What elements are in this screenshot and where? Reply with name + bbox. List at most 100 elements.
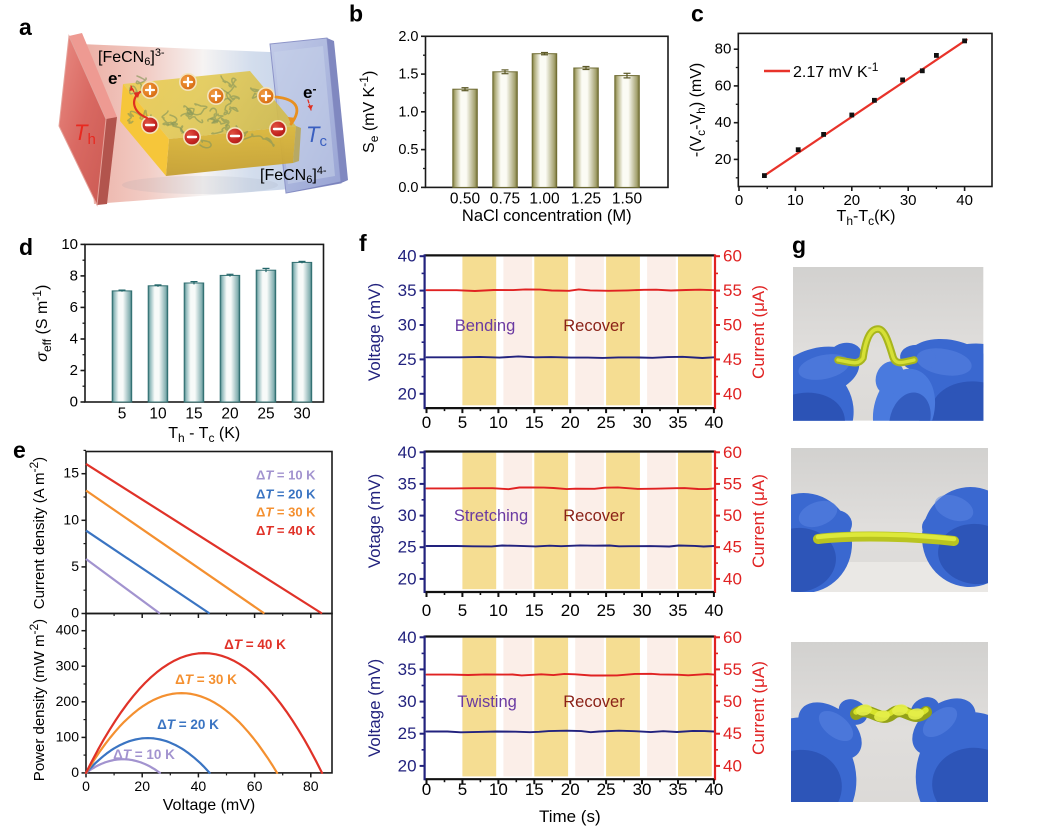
svg-text:50: 50 xyxy=(723,506,742,525)
svg-text:0: 0 xyxy=(735,192,743,209)
svg-text:2: 2 xyxy=(70,362,78,379)
svg-text:45: 45 xyxy=(723,724,742,743)
svg-text:10: 10 xyxy=(61,236,78,253)
svg-text:e: e xyxy=(13,437,26,463)
svg-text:45: 45 xyxy=(723,538,742,557)
svg-text:35: 35 xyxy=(398,474,417,493)
svg-text:25: 25 xyxy=(597,601,616,620)
svg-text:40: 40 xyxy=(723,756,742,775)
svg-text:40: 40 xyxy=(398,443,417,462)
svg-text:0: 0 xyxy=(422,601,431,620)
svg-text:15: 15 xyxy=(63,465,79,481)
svg-text:8: 8 xyxy=(70,267,78,284)
svg-text:40: 40 xyxy=(956,192,973,209)
svg-text:20: 20 xyxy=(398,569,417,588)
svg-text:Twisting: Twisting xyxy=(457,693,517,711)
svg-text:Votage (mV): Votage (mV) xyxy=(365,474,384,569)
svg-text:Recover: Recover xyxy=(563,317,625,335)
svg-text:c: c xyxy=(691,1,704,27)
svg-text:35: 35 xyxy=(398,660,417,679)
svg-text:40: 40 xyxy=(704,780,723,799)
svg-text:0: 0 xyxy=(422,413,431,432)
svg-text:300: 300 xyxy=(56,657,80,673)
svg-text:35: 35 xyxy=(669,413,688,432)
svg-text:Th - Tc (K): Th - Tc (K) xyxy=(168,425,240,445)
svg-text:ΔT = 10 K: ΔT = 10 K xyxy=(256,468,316,483)
svg-text:ΔT = 10 K: ΔT = 10 K xyxy=(113,747,175,762)
svg-text:15: 15 xyxy=(525,601,544,620)
svg-text:55: 55 xyxy=(723,474,742,493)
svg-text:2.17 mV K-1: 2.17 mV K-1 xyxy=(793,60,879,81)
svg-text:20: 20 xyxy=(134,778,150,794)
svg-text:d: d xyxy=(19,234,33,260)
svg-text:0.0: 0.0 xyxy=(398,180,418,196)
svg-text:1.50: 1.50 xyxy=(612,190,643,207)
svg-text:30: 30 xyxy=(398,692,417,711)
svg-text:30: 30 xyxy=(398,506,417,525)
svg-text:5: 5 xyxy=(118,406,127,423)
svg-text:0.75: 0.75 xyxy=(490,190,520,207)
svg-text:g: g xyxy=(792,232,806,258)
svg-text:15: 15 xyxy=(525,413,544,432)
svg-text:ΔT = 40 K: ΔT = 40 K xyxy=(224,637,286,652)
svg-text:1.5: 1.5 xyxy=(398,67,418,83)
svg-text:30: 30 xyxy=(633,780,652,799)
svg-text:40: 40 xyxy=(191,778,207,794)
svg-text:0: 0 xyxy=(71,605,79,621)
svg-text:40: 40 xyxy=(398,628,417,647)
svg-text:Current (μA): Current (μA) xyxy=(749,285,768,379)
svg-text:Recover: Recover xyxy=(563,693,625,711)
svg-text:0: 0 xyxy=(71,764,79,780)
svg-text:20: 20 xyxy=(843,192,860,209)
svg-text:35: 35 xyxy=(669,780,688,799)
svg-text:0.5: 0.5 xyxy=(398,142,418,158)
svg-text:10: 10 xyxy=(787,192,804,209)
svg-text:25: 25 xyxy=(398,350,417,369)
svg-text:55: 55 xyxy=(723,660,742,679)
svg-text:60: 60 xyxy=(723,443,742,462)
svg-text:0: 0 xyxy=(422,780,431,799)
svg-text:35: 35 xyxy=(398,281,417,300)
svg-text:20: 20 xyxy=(398,756,417,775)
svg-text:20: 20 xyxy=(561,780,580,799)
svg-text:35: 35 xyxy=(669,601,688,620)
svg-text:Power density (mW m-2): Power density (mW m-2) xyxy=(27,619,48,781)
svg-text:400: 400 xyxy=(56,622,80,638)
svg-text:ΔT = 30 K: ΔT = 30 K xyxy=(175,672,237,687)
svg-text:60: 60 xyxy=(723,628,742,647)
svg-text:60: 60 xyxy=(723,247,742,266)
svg-text:50: 50 xyxy=(723,692,742,711)
svg-text:50: 50 xyxy=(723,315,742,334)
svg-text:ΔT = 40 K: ΔT = 40 K xyxy=(256,523,316,538)
svg-text:10: 10 xyxy=(489,413,508,432)
svg-text:6: 6 xyxy=(70,299,78,316)
svg-text:Bending: Bending xyxy=(455,317,516,335)
svg-text:200: 200 xyxy=(56,693,80,709)
svg-text:60: 60 xyxy=(715,77,732,94)
svg-text:25: 25 xyxy=(597,780,616,799)
svg-text:b: b xyxy=(349,1,363,27)
svg-text:Voltage (mV): Voltage (mV) xyxy=(365,659,384,757)
svg-text:20: 20 xyxy=(561,413,580,432)
svg-text:1.25: 1.25 xyxy=(571,190,601,207)
svg-text:1.00: 1.00 xyxy=(529,190,560,207)
svg-text:25: 25 xyxy=(597,413,616,432)
svg-text:30: 30 xyxy=(633,413,652,432)
svg-text:10: 10 xyxy=(149,406,167,423)
svg-text:10: 10 xyxy=(489,601,508,620)
svg-text:2.0: 2.0 xyxy=(398,29,418,45)
svg-text:45: 45 xyxy=(723,350,742,369)
svg-text:ΔT = 30 K: ΔT = 30 K xyxy=(256,505,316,520)
svg-text:a: a xyxy=(19,14,32,40)
svg-text:ΔT = 20 K: ΔT = 20 K xyxy=(157,717,219,732)
svg-text:40: 40 xyxy=(398,247,417,266)
svg-text:30: 30 xyxy=(293,406,311,423)
svg-text:0: 0 xyxy=(70,394,78,411)
svg-text:40: 40 xyxy=(723,569,742,588)
svg-text:80: 80 xyxy=(303,778,319,794)
svg-text:5: 5 xyxy=(458,780,467,799)
svg-text:20: 20 xyxy=(715,151,732,168)
svg-text:60: 60 xyxy=(247,778,263,794)
svg-text:30: 30 xyxy=(900,192,917,209)
svg-text:f: f xyxy=(359,230,367,256)
